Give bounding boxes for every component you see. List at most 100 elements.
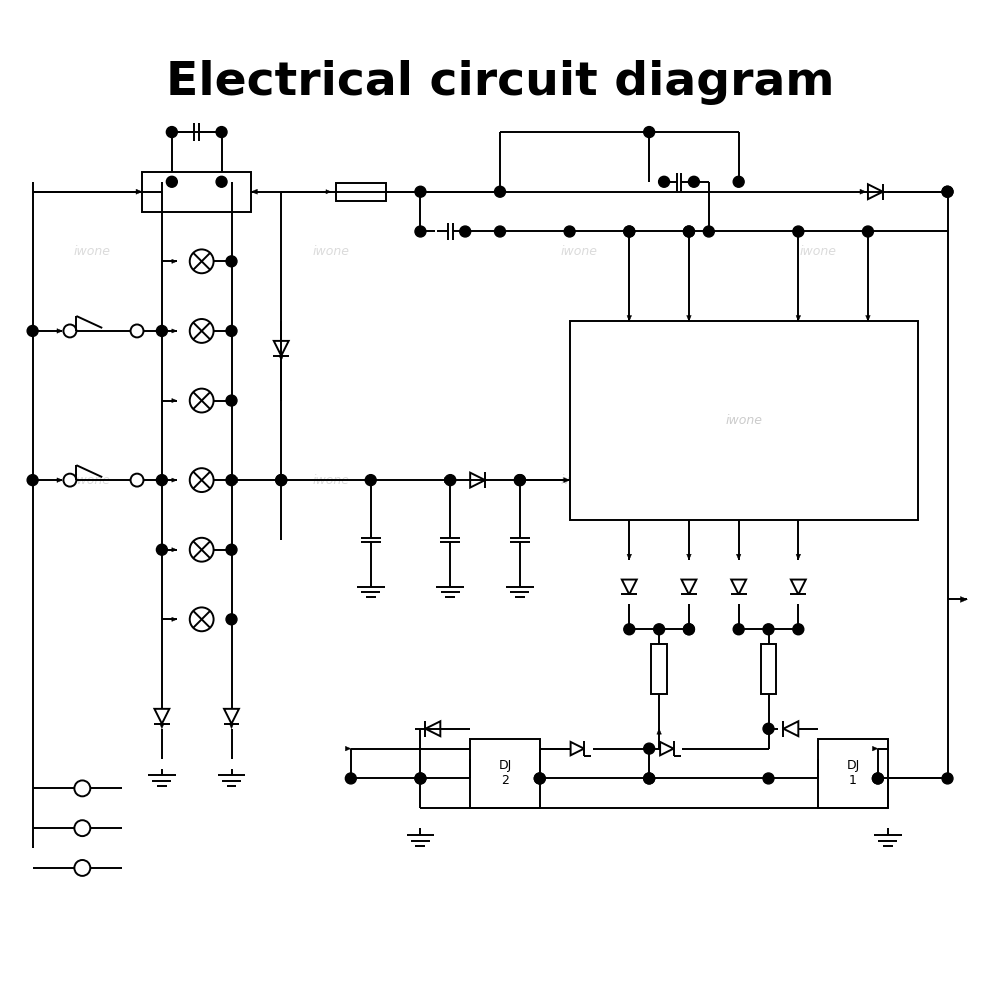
Circle shape: [644, 773, 655, 784]
Polygon shape: [736, 176, 741, 182]
Circle shape: [644, 127, 655, 138]
Circle shape: [365, 475, 376, 486]
Bar: [142, 172, 251, 212]
Circle shape: [166, 176, 177, 187]
Circle shape: [156, 325, 167, 336]
Text: iwone: iwone: [725, 414, 762, 427]
Circle shape: [27, 325, 38, 336]
Bar: [651, 644, 667, 694]
Polygon shape: [736, 554, 741, 560]
Circle shape: [495, 186, 505, 197]
Circle shape: [226, 614, 237, 625]
Circle shape: [733, 624, 744, 635]
Text: iwone: iwone: [74, 474, 111, 487]
Circle shape: [216, 127, 227, 138]
Polygon shape: [796, 316, 801, 321]
Text: iwone: iwone: [800, 245, 837, 258]
Polygon shape: [860, 189, 866, 194]
Polygon shape: [766, 729, 771, 734]
Circle shape: [942, 773, 953, 784]
Circle shape: [763, 624, 774, 635]
Polygon shape: [627, 316, 632, 321]
Text: iwone: iwone: [74, 245, 111, 258]
Polygon shape: [172, 398, 177, 403]
Circle shape: [654, 624, 665, 635]
Circle shape: [683, 226, 694, 237]
Polygon shape: [657, 729, 661, 734]
Polygon shape: [136, 189, 142, 194]
Circle shape: [445, 475, 456, 486]
Circle shape: [345, 773, 356, 784]
Bar: [336, 183, 386, 201]
Circle shape: [226, 325, 237, 336]
Polygon shape: [172, 259, 177, 263]
Circle shape: [872, 773, 883, 784]
Polygon shape: [251, 189, 257, 194]
Circle shape: [415, 773, 426, 784]
Polygon shape: [872, 746, 878, 751]
Polygon shape: [229, 723, 234, 729]
Text: iwone: iwone: [561, 474, 598, 487]
Circle shape: [216, 176, 227, 187]
Circle shape: [683, 226, 694, 237]
Text: iwone: iwone: [312, 245, 349, 258]
Circle shape: [564, 226, 575, 237]
Circle shape: [644, 743, 655, 754]
Circle shape: [226, 544, 237, 555]
Circle shape: [624, 624, 635, 635]
Bar: [761, 644, 776, 694]
Polygon shape: [960, 597, 967, 602]
Polygon shape: [279, 355, 284, 361]
Polygon shape: [684, 627, 689, 631]
Circle shape: [644, 773, 655, 784]
Circle shape: [166, 127, 177, 138]
Circle shape: [624, 226, 635, 237]
Circle shape: [27, 475, 38, 486]
Circle shape: [688, 176, 699, 187]
Polygon shape: [172, 478, 177, 482]
Text: iwone: iwone: [561, 245, 598, 258]
Circle shape: [703, 226, 714, 237]
Circle shape: [763, 723, 774, 734]
Polygon shape: [444, 478, 450, 483]
Text: iwone: iwone: [312, 474, 349, 487]
Circle shape: [659, 176, 670, 187]
Circle shape: [415, 773, 426, 784]
Polygon shape: [172, 329, 177, 333]
Circle shape: [942, 186, 953, 197]
Circle shape: [534, 773, 545, 784]
Circle shape: [514, 475, 525, 486]
Text: DJ
2: DJ 2: [498, 759, 512, 787]
Text: iwone: iwone: [800, 474, 837, 487]
Circle shape: [156, 475, 167, 486]
Circle shape: [460, 226, 471, 237]
Polygon shape: [172, 548, 177, 552]
Polygon shape: [57, 478, 62, 482]
Polygon shape: [687, 316, 691, 321]
Polygon shape: [232, 478, 237, 483]
Polygon shape: [687, 554, 691, 560]
Circle shape: [683, 624, 694, 635]
Circle shape: [624, 226, 635, 237]
Circle shape: [276, 475, 287, 486]
Circle shape: [156, 544, 167, 555]
Polygon shape: [564, 478, 570, 483]
Circle shape: [495, 226, 505, 237]
Circle shape: [872, 773, 883, 784]
Circle shape: [793, 624, 804, 635]
Polygon shape: [57, 329, 62, 333]
Bar: [570, 321, 918, 520]
Polygon shape: [627, 554, 632, 560]
Circle shape: [415, 226, 426, 237]
Circle shape: [733, 176, 744, 187]
Circle shape: [763, 773, 774, 784]
Polygon shape: [796, 554, 801, 560]
Circle shape: [226, 256, 237, 267]
Circle shape: [683, 624, 694, 635]
Bar: [818, 739, 888, 808]
Circle shape: [226, 395, 237, 406]
Circle shape: [276, 475, 287, 486]
Polygon shape: [345, 746, 351, 751]
Polygon shape: [160, 723, 164, 729]
Circle shape: [415, 186, 426, 197]
